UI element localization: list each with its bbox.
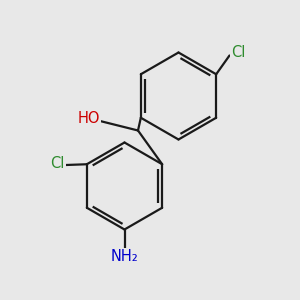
- Text: Cl: Cl: [231, 45, 246, 60]
- Text: HO: HO: [77, 111, 100, 126]
- Text: Cl: Cl: [50, 156, 64, 171]
- Text: NH₂: NH₂: [111, 249, 138, 264]
